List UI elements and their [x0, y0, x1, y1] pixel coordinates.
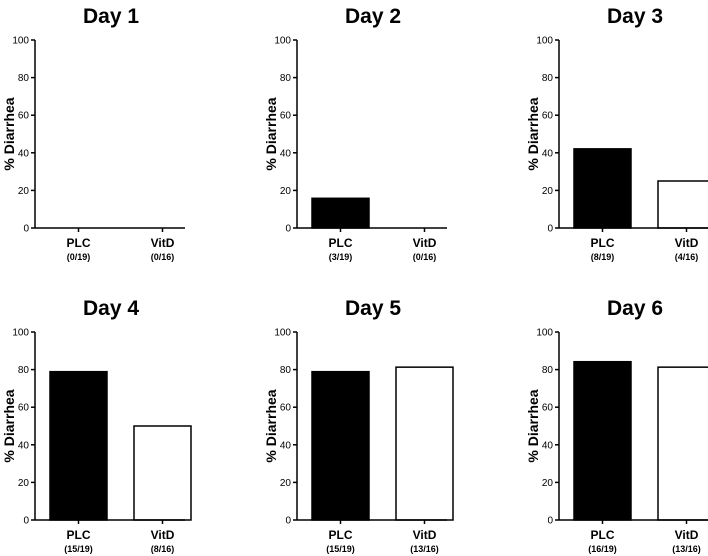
x-tick-label: PLC	[329, 528, 353, 542]
y-tick-label: 40	[280, 148, 292, 159]
count-label: (0/16)	[151, 252, 175, 262]
chart-title: Day 6	[607, 297, 663, 320]
x-tick-label: VitD	[675, 528, 699, 542]
bar-plc	[573, 360, 632, 521]
chart-title: Day 1	[83, 5, 139, 28]
x-tick-label: PLC	[591, 236, 615, 250]
y-tick-label: 0	[23, 516, 29, 527]
y-tick-label: 40	[542, 148, 554, 159]
chart-panel: Day 1 % Diarrhea PLC (0/19) VitD (0/16) 0 20 40 6…	[1, 5, 185, 262]
bar-plc	[311, 370, 370, 521]
y-tick-label: 0	[285, 516, 291, 527]
y-axis-label: % Diarrhea	[1, 97, 17, 170]
chart-title: Day 4	[83, 297, 139, 320]
y-tick-label: 80	[542, 73, 554, 84]
y-tick-label: 60	[18, 111, 30, 122]
y-tick-label: 0	[547, 224, 553, 235]
y-tick-label: 60	[542, 403, 554, 414]
count-label: (8/16)	[151, 544, 175, 554]
y-tick-label: 100	[536, 328, 553, 339]
y-tick-label: 20	[18, 186, 30, 197]
count-label: (8/19)	[591, 252, 615, 262]
chart-panel: Day 3 % Diarrhea PLC (8/19) VitD (4/16) 0 20 40 6…	[525, 5, 708, 262]
y-tick-label: 20	[280, 478, 292, 489]
y-tick-label: 80	[18, 73, 30, 84]
bar-plc	[311, 197, 370, 229]
y-axis-label: % Diarrhea	[525, 97, 541, 170]
bar-vitd	[657, 366, 708, 521]
y-tick-label: 40	[542, 440, 554, 451]
count-label: (13/16)	[410, 544, 439, 554]
y-tick-label: 20	[18, 478, 30, 489]
y-tick-label: 80	[18, 365, 30, 376]
bar-vitd	[133, 425, 192, 521]
chart-panel: Day 5 % Diarrhea PLC (15/19) VitD (13/16) 0 20 4…	[263, 297, 454, 554]
y-tick-label: 0	[285, 224, 291, 235]
y-tick-label: 20	[542, 478, 554, 489]
y-tick-label: 80	[280, 73, 292, 84]
y-axis-label: % Diarrhea	[1, 389, 17, 462]
bar-vitd	[395, 366, 454, 521]
y-axis-label: % Diarrhea	[263, 389, 279, 462]
count-label: (15/19)	[64, 544, 93, 554]
bar-vitd	[657, 180, 708, 229]
x-tick-label: VitD	[675, 236, 699, 250]
count-label: (13/16)	[672, 544, 701, 554]
y-tick-label: 60	[280, 111, 292, 122]
x-tick-label: VitD	[151, 528, 175, 542]
x-tick-label: VitD	[413, 528, 437, 542]
count-label: (3/19)	[329, 252, 353, 262]
chart-panel: Day 2 % Diarrhea PLC (3/19) VitD (0/16) 0 20 40 6…	[263, 5, 447, 262]
x-tick-label: PLC	[329, 236, 353, 250]
y-tick-label: 60	[280, 403, 292, 414]
count-label: (4/16)	[675, 252, 699, 262]
y-tick-label: 80	[280, 365, 292, 376]
x-tick-label: PLC	[591, 528, 615, 542]
y-tick-label: 60	[542, 111, 554, 122]
chart-panel: Day 4 % Diarrhea PLC (15/19) VitD (8/16) 0 20 40…	[1, 297, 192, 554]
chart-title: Day 5	[345, 297, 401, 320]
count-label: (0/16)	[413, 252, 437, 262]
y-tick-label: 0	[23, 224, 29, 235]
y-tick-label: 20	[542, 186, 554, 197]
x-tick-label: VitD	[413, 236, 437, 250]
x-tick-label: PLC	[67, 236, 91, 250]
y-tick-label: 100	[12, 36, 29, 47]
y-axis-label: % Diarrhea	[525, 389, 541, 462]
y-tick-label: 40	[18, 148, 30, 159]
y-tick-label: 0	[547, 516, 553, 527]
y-tick-label: 100	[274, 328, 291, 339]
bar-plc	[49, 370, 108, 521]
y-tick-label: 80	[542, 365, 554, 376]
chart-panel: Day 6 % Diarrhea PLC (16/19) VitD (13/16) 0 20 4…	[525, 297, 708, 554]
count-label: (16/19)	[588, 544, 617, 554]
y-tick-label: 100	[274, 36, 291, 47]
x-tick-label: VitD	[151, 236, 175, 250]
y-tick-label: 60	[18, 403, 30, 414]
bar-plc	[573, 148, 632, 229]
y-tick-label: 40	[280, 440, 292, 451]
y-tick-label: 20	[280, 186, 292, 197]
count-label: (0/19)	[67, 252, 91, 262]
chart-title: Day 3	[607, 5, 663, 28]
count-label: (15/19)	[326, 544, 355, 554]
y-tick-label: 100	[12, 328, 29, 339]
y-tick-label: 100	[536, 36, 553, 47]
chart-title: Day 2	[345, 5, 401, 28]
y-axis-label: % Diarrhea	[263, 97, 279, 170]
y-tick-label: 40	[18, 440, 30, 451]
x-tick-label: PLC	[67, 528, 91, 542]
